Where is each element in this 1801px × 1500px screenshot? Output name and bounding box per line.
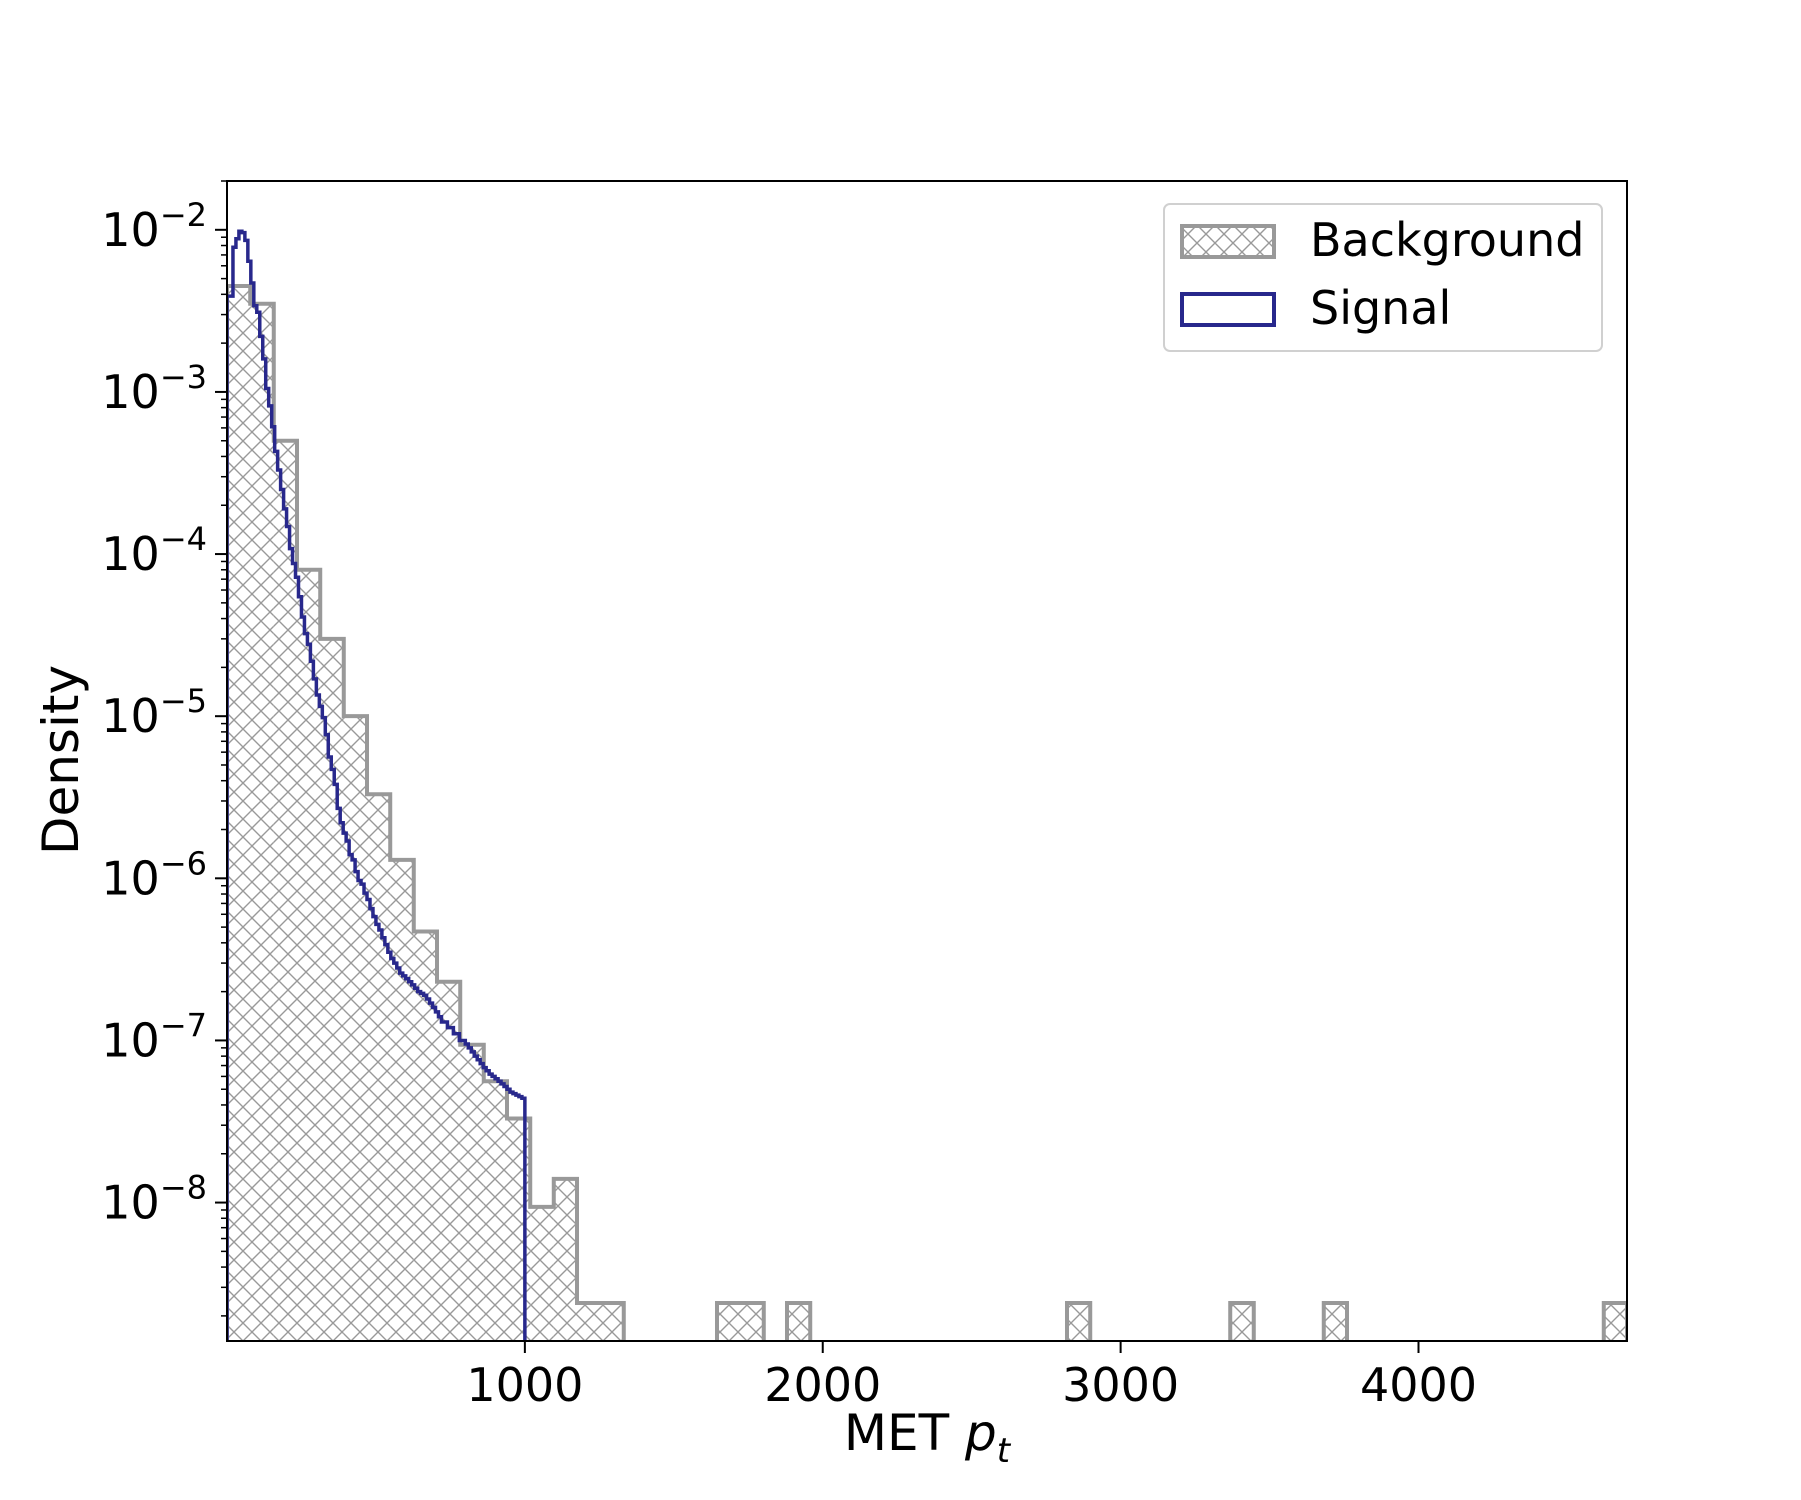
x-tick-label: 1000	[466, 1358, 583, 1412]
background-bar	[367, 794, 391, 1341]
background-bar	[717, 1303, 764, 1341]
background-bar	[787, 1303, 811, 1341]
background-bar	[250, 303, 274, 1341]
background-bar	[343, 716, 367, 1341]
y-tick-label: 10−4	[101, 520, 207, 581]
background-bar	[1230, 1303, 1254, 1341]
background-bar	[227, 286, 251, 1341]
legend-signal-swatch	[1180, 292, 1276, 327]
background-bar	[437, 981, 461, 1341]
y-axis-title: Density	[32, 665, 90, 855]
background-bar	[553, 1178, 577, 1341]
background-bar	[273, 440, 297, 1341]
y-axis: 10−2 10−3 10−4 10−5 10−6 10−7 10−8	[101, 180, 227, 1317]
x-tick-label: 4000	[1360, 1358, 1477, 1412]
background-bar	[297, 569, 321, 1341]
x-tick-label: 3000	[1062, 1358, 1179, 1412]
background-bar	[577, 1303, 624, 1341]
x-axis-title: MET pt	[844, 1404, 1012, 1471]
background-bar	[460, 1044, 484, 1341]
y-tick-label: 10−7	[101, 1006, 207, 1067]
background-outline	[227, 284, 1627, 1341]
axes-frame	[226, 180, 1628, 1342]
background-bar	[1323, 1303, 1347, 1341]
x-tick-label: 2000	[764, 1358, 881, 1412]
legend-signal-label: Signal	[1310, 281, 1451, 335]
background-bar	[483, 1081, 507, 1341]
background-bar	[320, 638, 344, 1341]
plot-area	[227, 229, 1627, 1341]
y-tick-label: 10−8	[101, 1169, 207, 1230]
signal-step-line	[227, 229, 527, 1341]
y-tick-label: 10−6	[101, 844, 207, 905]
background-bar	[413, 931, 437, 1341]
y-tick-label: 10−5	[101, 682, 207, 743]
background-bar	[1067, 1303, 1091, 1341]
legend: Background Signal	[1163, 203, 1603, 352]
legend-background-label: Background	[1310, 213, 1584, 267]
x-axis: 1000 2000 3000 4000	[466, 1341, 1477, 1412]
legend-background-swatch	[1180, 224, 1276, 259]
background-bar	[390, 859, 414, 1341]
background-bar	[1603, 1303, 1627, 1341]
y-tick-label: 10−3	[101, 358, 207, 419]
background-bar	[530, 1206, 554, 1341]
background-bar	[507, 1118, 531, 1341]
y-tick-label: 10−2	[101, 196, 207, 257]
